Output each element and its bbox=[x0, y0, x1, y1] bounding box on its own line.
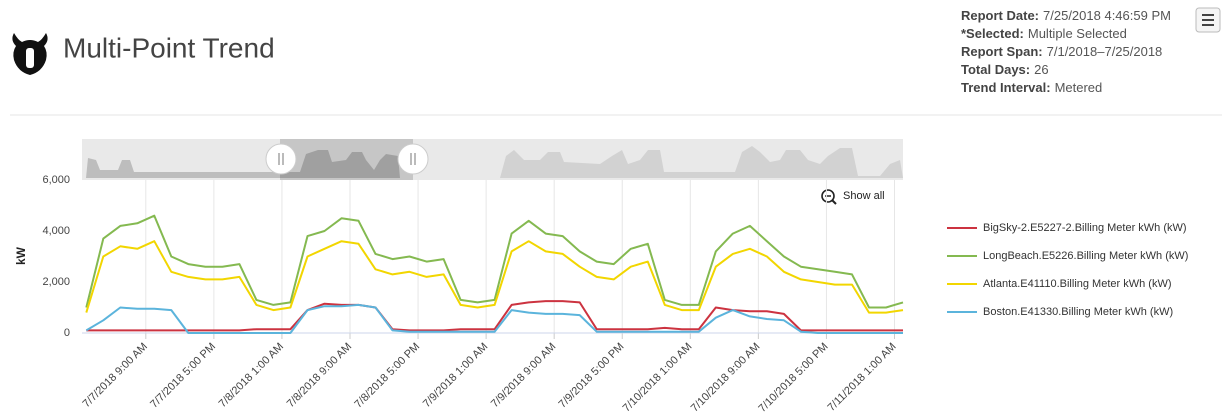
report-value: 26 bbox=[1034, 62, 1048, 77]
legend-label[interactable]: Boston.E41330.Billing Meter kWh (kW) bbox=[983, 306, 1173, 318]
report-line: Report Span: 7/1/2018–7/25/2018 bbox=[961, 44, 1162, 59]
legend-label[interactable]: Atlanta.E41110.Billing Meter kWh (kW) bbox=[983, 278, 1172, 290]
legend-item[interactable]: LongBeach.E5226.Billing Meter kWh (kW) bbox=[947, 250, 1188, 262]
page-title: Multi-Point Trend bbox=[63, 32, 275, 63]
show-all-label[interactable]: Show all bbox=[843, 190, 885, 202]
plot: 7/7/2018 9:00 AM7/7/2018 5:00 PM7/8/2018… bbox=[42, 174, 1188, 415]
report-info: Report Date: 7/25/2018 4:46:59 PM *Selecte… bbox=[961, 8, 1171, 95]
report-label: Total Days: bbox=[961, 62, 1030, 77]
y-axis-label: kW bbox=[14, 246, 28, 265]
x-tick-label: 7/11/2018 1:00 AM bbox=[825, 341, 898, 414]
report-line: Report Date: 7/25/2018 4:46:59 PM bbox=[961, 8, 1171, 23]
menu-button[interactable] bbox=[1195, 7, 1221, 33]
x-tick-label: 7/8/2018 5:00 PM bbox=[352, 341, 422, 411]
report-value: 7/1/2018–7/25/2018 bbox=[1047, 44, 1163, 59]
x-tick-label: 7/8/2018 1:00 AM bbox=[217, 341, 286, 410]
legend-item[interactable]: BigSky-2.E5227-2.Billing Meter kWh (kW) bbox=[947, 222, 1187, 234]
series-line bbox=[85, 214, 904, 309]
y-tick-label: 6,000 bbox=[42, 174, 70, 186]
legend-label[interactable]: LongBeach.E5226.Billing Meter kWh (kW) bbox=[983, 250, 1188, 262]
x-tick-label: 7/7/2018 5:00 PM bbox=[148, 341, 218, 411]
report-label: Report Span: bbox=[961, 44, 1043, 59]
y-tick-label: 0 bbox=[64, 327, 70, 339]
show-all-button[interactable]: Show all bbox=[821, 189, 885, 205]
x-tick-label: 7/10/2018 1:00 AM bbox=[621, 341, 695, 415]
series-line bbox=[86, 300, 903, 332]
report-label: Report Date: bbox=[961, 8, 1039, 23]
y-tick-label: 2,000 bbox=[42, 276, 70, 288]
x-tick-label: 7/9/2018 9:00 AM bbox=[489, 341, 558, 410]
legend-label[interactable]: BigSky-2.E5227-2.Billing Meter kWh (kW) bbox=[983, 222, 1187, 234]
y-tick-label: 4,000 bbox=[42, 225, 70, 237]
report-label: *Selected: bbox=[961, 26, 1024, 41]
report-value: Multiple Selected bbox=[1028, 26, 1127, 41]
x-tick-label: 7/8/2018 9:00 AM bbox=[285, 341, 354, 410]
x-tick-label: 7/10/2018 5:00 PM bbox=[756, 341, 830, 415]
report-value: Metered bbox=[1055, 80, 1103, 95]
x-tick-label: 7/9/2018 1:00 AM bbox=[421, 341, 490, 410]
navigator[interactable] bbox=[82, 139, 903, 180]
report-line: Trend Interval: Metered bbox=[961, 80, 1102, 95]
report-line: Total Days: 26 bbox=[961, 62, 1049, 77]
x-tick-label: 7/7/2018 9:00 AM bbox=[81, 341, 150, 410]
logo bbox=[12, 33, 48, 75]
legend-item[interactable]: Boston.E41330.Billing Meter kWh (kW) bbox=[947, 306, 1173, 318]
report-label: Trend Interval: bbox=[961, 80, 1051, 95]
legend-item[interactable]: Atlanta.E41110.Billing Meter kWh (kW) bbox=[947, 278, 1172, 290]
x-tick-label: 7/9/2018 5:00 PM bbox=[557, 341, 627, 411]
series-line bbox=[85, 240, 904, 314]
report-value: 7/25/2018 4:46:59 PM bbox=[1043, 8, 1171, 23]
report-line: *Selected: Multiple Selected bbox=[961, 26, 1127, 41]
x-tick-label: 7/10/2018 9:00 AM bbox=[689, 341, 763, 415]
series-line bbox=[85, 303, 903, 334]
